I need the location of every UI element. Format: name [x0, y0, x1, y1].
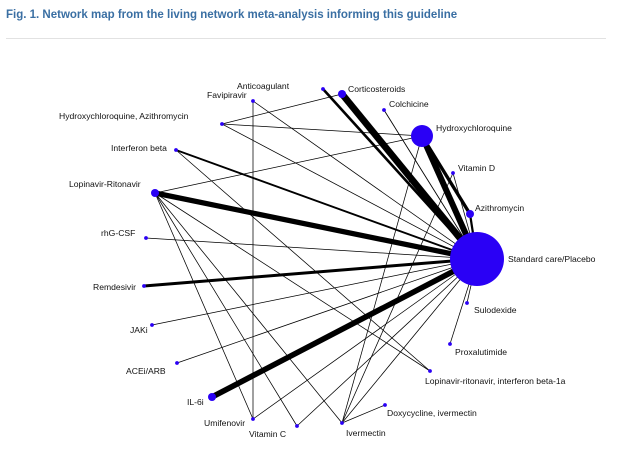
- edge-standard_care-umifenovir: [252, 258, 478, 420]
- node-label-ivermectin: Ivermectin: [346, 428, 386, 438]
- edge-standard_care-hcq_azithro: [221, 123, 478, 260]
- node-label-interferon_beta: Interferon beta: [111, 143, 167, 153]
- node-lopinavir_ritonavir: [151, 189, 159, 197]
- edge-standard_care-jaki: [151, 258, 478, 326]
- edge-hydroxychloroquine-azithromycin: [420, 135, 472, 215]
- node-colchicine: [382, 108, 386, 112]
- node-anticoagulant: [321, 87, 325, 91]
- edge-lopinavir_ritonavir-vitamin_c: [154, 192, 298, 427]
- edge-standard_care-acei_arb: [176, 258, 478, 364]
- edge-interferon_beta-lopinavir_ifn: [175, 149, 431, 372]
- edge-hydroxychloroquine-ivermectin: [341, 135, 423, 424]
- edge-lopinavir_ritonavir-umifenovir: [154, 192, 254, 420]
- node-label-colchicine: Colchicine: [389, 99, 429, 109]
- node-label-jaki: JAKi: [130, 325, 148, 335]
- edge-lopinavir_ritonavir-lopinavir_ifn: [154, 192, 431, 372]
- node-favipiravir: [251, 99, 255, 103]
- node-acei_arb: [175, 361, 179, 365]
- edge-standard_care-anticoagulant: [322, 88, 478, 260]
- edge-layer: [143, 88, 480, 427]
- node-label-doxy_iver: Doxycycline, ivermectin: [387, 408, 477, 418]
- node-label-il6i: IL-6i: [187, 397, 204, 407]
- node-label-azithromycin: Azithromycin: [475, 203, 524, 213]
- node-label-lopinavir_ifn: Lopinavir-ritonavir, interferon beta-1a: [425, 376, 566, 386]
- node-vitamin_c: [295, 424, 299, 428]
- node-proxalutimide: [448, 342, 452, 346]
- title-divider: [6, 38, 606, 39]
- edge-lopinavir_ritonavir-ivermectin: [154, 192, 343, 424]
- node-remdesivir: [142, 284, 146, 288]
- node-label-hcq_azithro: Hydroxychloroquine, Azithromycin: [59, 111, 189, 121]
- edge-standard_care-il6i: [210, 256, 479, 400]
- node-label-standard_care: Standard care/Placebo: [508, 254, 596, 264]
- node-sulodexide: [465, 301, 469, 305]
- edge-standard_care-ivermectin: [341, 258, 478, 424]
- node-umifenovir: [251, 417, 255, 421]
- node-rhg_csf: [144, 236, 148, 240]
- node-lopinavir_ifn: [428, 369, 432, 373]
- edge-ivermectin-doxy_iver: [341, 404, 386, 424]
- node-ivermectin: [340, 421, 344, 425]
- node-label-proxalutimide: Proxalutimide: [455, 347, 507, 357]
- node-hydroxychloroquine: [411, 125, 433, 147]
- node-label-hydroxychloroquine: Hydroxychloroquine: [436, 123, 512, 133]
- node-label-vitamin_d: Vitamin D: [458, 163, 495, 173]
- node-layer: [142, 87, 504, 428]
- edge-standard_care-rhg_csf: [145, 237, 478, 260]
- node-vitamin_d: [451, 171, 455, 175]
- node-standard_care: [450, 232, 504, 286]
- edge-standard_care-remdesivir: [143, 257, 478, 288]
- node-label-lopinavir_ritonavir: Lopinavir-Ritonavir: [69, 179, 141, 189]
- edge-standard_care-favipiravir: [252, 100, 478, 260]
- edge-corticosteroids-hcq_azithro: [221, 93, 343, 125]
- node-jaki: [150, 323, 154, 327]
- node-il6i: [208, 393, 216, 401]
- node-hcq_azithro: [220, 122, 224, 126]
- edge-standard_care-vitamin_c: [296, 258, 478, 427]
- node-azithromycin: [466, 210, 474, 218]
- node-label-remdesivir: Remdesivir: [93, 282, 136, 292]
- node-label-anticoagulant: Anticoagulant: [237, 81, 290, 91]
- node-label-favipiravir: Favipiravir: [207, 90, 247, 100]
- edge-hydroxychloroquine-hcq_azithro: [221, 123, 423, 137]
- edge-standard_care-corticosteroids: [339, 91, 480, 262]
- node-label-sulodexide: Sulodexide: [474, 305, 517, 315]
- node-doxy_iver: [383, 403, 387, 407]
- node-label-acei_arb: ACEi/ARB: [126, 366, 166, 376]
- figure-title: Fig. 1. Network map from the living netw…: [6, 9, 458, 21]
- node-label-corticosteroids: Corticosteroids: [348, 84, 405, 94]
- node-interferon_beta: [174, 148, 178, 152]
- edge-standard_care-interferon_beta: [175, 149, 478, 260]
- edge-ivermectin-vitamin_d: [341, 172, 454, 424]
- node-label-umifenovir: Umifenovir: [204, 418, 245, 428]
- node-label-vitamin_c: Vitamin C: [249, 429, 286, 439]
- edge-hydroxychloroquine-lopinavir_ritonavir: [154, 135, 423, 194]
- node-corticosteroids: [338, 90, 346, 98]
- node-label-rhg_csf: rhG-CSF: [101, 228, 135, 238]
- edge-standard_care-lopinavir_ritonavir: [154, 190, 478, 262]
